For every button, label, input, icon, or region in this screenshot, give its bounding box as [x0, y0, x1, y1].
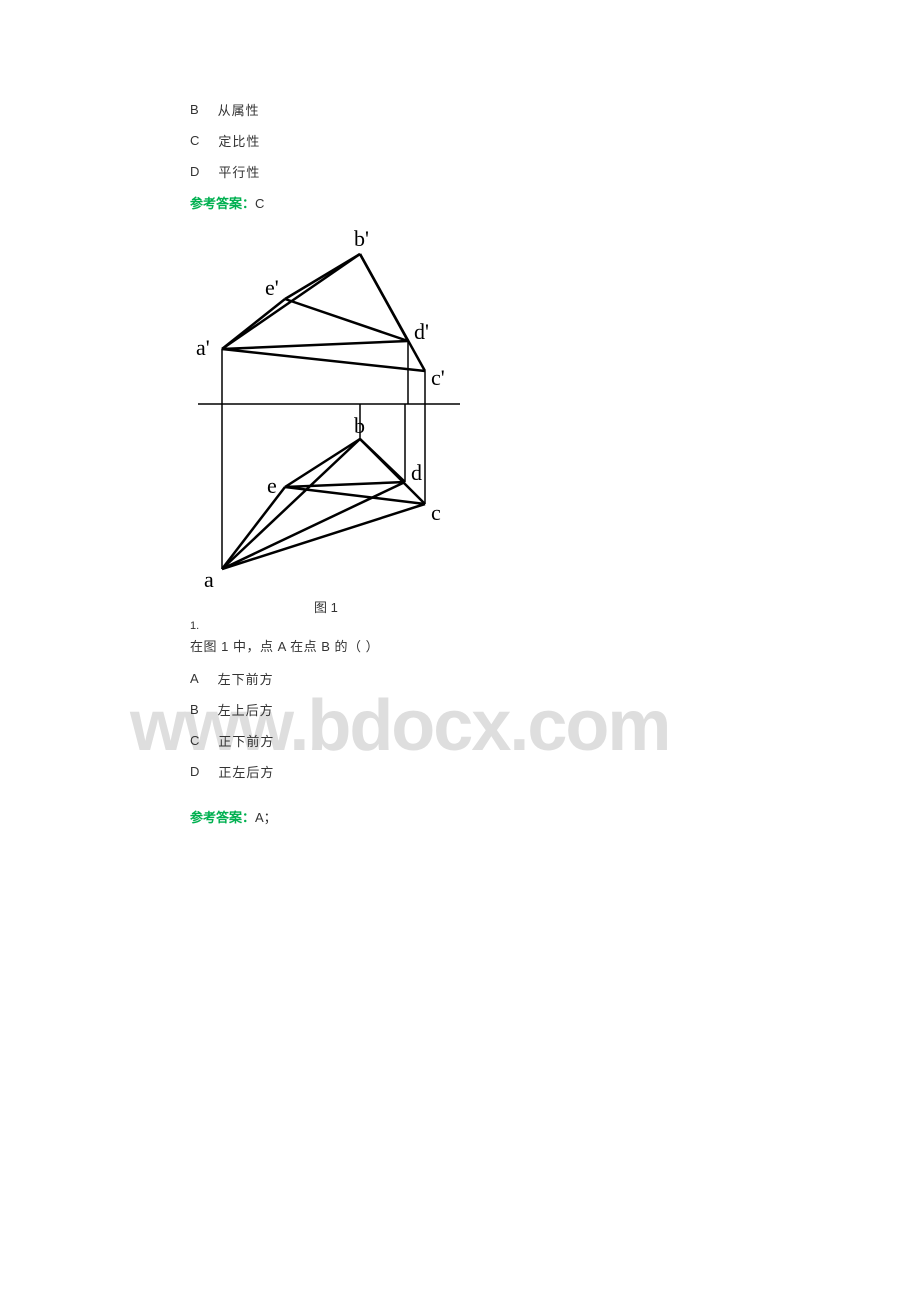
q1-options: B 从属性 C 定比性 D 平行性 — [190, 100, 730, 181]
option-text: 左下前方 — [218, 669, 274, 688]
svg-text:a: a — [204, 567, 214, 592]
q1-answer: 参考答案：C — [190, 193, 730, 212]
option-row: C 定比性 — [190, 131, 730, 150]
diagram-figure-1: a' b' c'd' e' a b cd e 图 1 — [190, 224, 730, 616]
q2-options: A 左下前方 B 左上后方 C 正下前方 D 正左后方 — [190, 669, 730, 781]
svg-text:c: c — [431, 500, 441, 525]
q2-answer: 参考答案：A； — [190, 807, 730, 826]
option-letter: D — [190, 164, 200, 179]
option-row: C 正下前方 — [190, 731, 730, 750]
projection-diagram: a' b' c'd' e' a b cd e — [190, 224, 480, 594]
question-number: 1. — [190, 620, 730, 632]
figure-caption: 图 1 — [314, 597, 730, 616]
svg-text:a': a' — [196, 335, 210, 360]
answer-value: A； — [255, 810, 277, 825]
svg-text:d: d — [411, 460, 422, 485]
svg-text:c': c' — [431, 365, 445, 390]
option-letter: D — [190, 764, 200, 779]
answer-label: 参考答案： — [190, 196, 255, 211]
svg-text:b': b' — [354, 226, 369, 251]
option-text: 正下前方 — [218, 731, 274, 750]
option-row: B 左上后方 — [190, 700, 730, 719]
answer-value: C — [255, 196, 264, 211]
option-letter: C — [190, 133, 200, 148]
option-row: D 平行性 — [190, 162, 730, 181]
option-row: B 从属性 — [190, 100, 730, 119]
option-letter: A — [190, 671, 200, 686]
answer-label: 参考答案： — [190, 810, 255, 825]
question-text: 在图 1 中，点 A 在点 B 的（ ） — [190, 636, 730, 655]
option-text: 从属性 — [218, 100, 260, 119]
option-row: A 左下前方 — [190, 669, 730, 688]
option-letter: B — [190, 702, 200, 717]
option-text: 正左后方 — [218, 762, 274, 781]
option-row: D 正左后方 — [190, 762, 730, 781]
option-letter: B — [190, 102, 200, 117]
option-letter: C — [190, 733, 200, 748]
option-text: 左上后方 — [218, 700, 274, 719]
svg-text:e': e' — [265, 275, 279, 300]
svg-text:b: b — [354, 413, 365, 438]
option-text: 定比性 — [218, 131, 260, 150]
svg-text:d': d' — [414, 319, 429, 344]
option-text: 平行性 — [218, 162, 260, 181]
svg-text:e: e — [267, 473, 277, 498]
